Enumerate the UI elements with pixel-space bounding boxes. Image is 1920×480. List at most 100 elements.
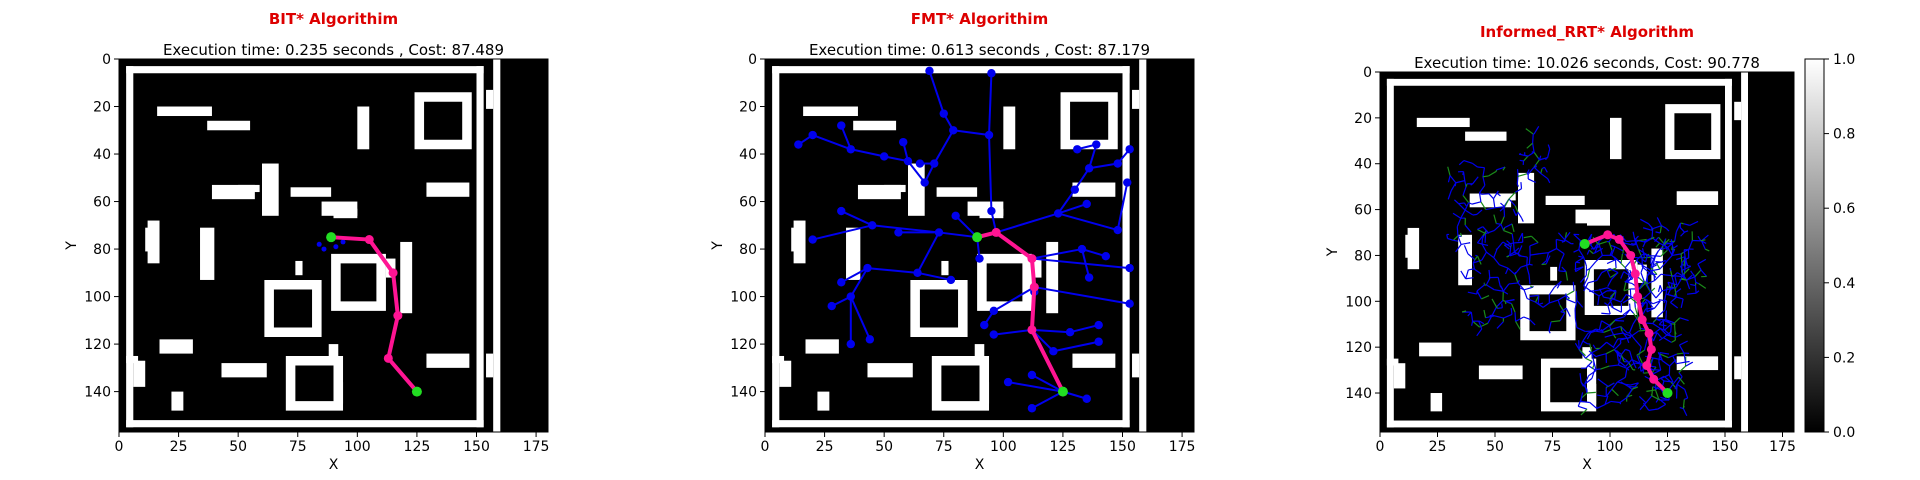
tree-edge bbox=[1485, 229, 1495, 235]
tree-edge bbox=[1620, 294, 1627, 303]
tree-edge bbox=[1670, 301, 1679, 309]
tree-edge bbox=[1579, 373, 1582, 383]
x-tick-label: 150 bbox=[1109, 439, 1136, 455]
tree-edge bbox=[1614, 349, 1619, 352]
tree-edge bbox=[1657, 309, 1666, 317]
tree-edge bbox=[1623, 281, 1627, 291]
tree-edge bbox=[1653, 250, 1659, 260]
obstacle bbox=[779, 360, 792, 387]
tree-edge bbox=[1508, 282, 1519, 285]
tree-edge bbox=[1586, 391, 1596, 394]
tree-edge bbox=[1672, 272, 1678, 278]
obstacle bbox=[1518, 172, 1535, 224]
tree-edge bbox=[1590, 290, 1600, 297]
path-node bbox=[1642, 361, 1652, 371]
tree-edge bbox=[1682, 265, 1692, 271]
tree-node bbox=[837, 278, 846, 287]
obstacle bbox=[803, 106, 858, 117]
x-tick-label: 150 bbox=[463, 439, 490, 455]
tree-edge bbox=[1598, 320, 1603, 330]
tree-edge bbox=[849, 267, 869, 298]
tree-edge bbox=[840, 125, 852, 150]
tree-edge bbox=[1537, 157, 1540, 161]
obstacle bbox=[171, 391, 184, 411]
tree-edge bbox=[1604, 395, 1609, 405]
tree-edge bbox=[1458, 203, 1466, 211]
tree-edge bbox=[1476, 235, 1484, 244]
tree-edge bbox=[1642, 242, 1646, 248]
tree-edge bbox=[1684, 258, 1689, 266]
tree-edge bbox=[1601, 268, 1611, 274]
tree-edge bbox=[1556, 280, 1562, 289]
tree-edge bbox=[1482, 175, 1489, 178]
chart-title: FMT* Algorithim bbox=[911, 10, 1048, 28]
tree-edge bbox=[1655, 290, 1663, 299]
path-node bbox=[1644, 328, 1654, 338]
tree-edge bbox=[1624, 260, 1632, 269]
tree-edge bbox=[1705, 248, 1710, 252]
chart-panel-3: Informed_RRT* Algorithm Execution time: 1… bbox=[1325, 23, 1796, 473]
obstacle bbox=[426, 182, 470, 197]
path-node bbox=[1633, 292, 1643, 302]
tree-edge bbox=[1590, 329, 1600, 334]
tree-edge bbox=[1673, 245, 1678, 249]
tree-edge bbox=[1491, 306, 1498, 316]
tree-edge bbox=[1660, 378, 1665, 382]
tree-edge bbox=[1605, 388, 1613, 397]
tree-edge bbox=[1622, 332, 1632, 337]
tree-edge bbox=[1513, 247, 1520, 253]
tree-edge bbox=[1657, 403, 1666, 410]
tree-edge bbox=[1691, 240, 1693, 243]
tree-edge bbox=[1630, 330, 1640, 337]
y-tick-label: 140 bbox=[730, 385, 757, 401]
tree-edge bbox=[1599, 341, 1608, 349]
tree-edge bbox=[1606, 259, 1616, 265]
tree-edge bbox=[1651, 395, 1661, 401]
tree-edge bbox=[1652, 386, 1662, 391]
obstacle bbox=[1478, 365, 1523, 380]
tree-edge bbox=[1665, 227, 1670, 232]
tree-edge bbox=[1596, 272, 1603, 281]
tree-edge bbox=[1618, 364, 1628, 369]
tree-edge bbox=[1565, 307, 1571, 317]
tree-edge bbox=[1642, 308, 1647, 315]
tree-edge bbox=[1470, 312, 1474, 322]
tree-edge bbox=[1496, 166, 1506, 171]
obstacle-ring bbox=[285, 355, 344, 411]
tree-edge bbox=[1034, 286, 1130, 305]
tree-edge bbox=[1512, 208, 1517, 216]
tree-edge bbox=[1654, 389, 1660, 399]
tree-edge bbox=[916, 231, 940, 274]
obstacle bbox=[1550, 266, 1558, 281]
tree-edge bbox=[1629, 350, 1633, 360]
tree-node bbox=[1073, 145, 1082, 154]
tree-edge bbox=[1579, 350, 1587, 359]
tree-node bbox=[808, 235, 817, 244]
axes-frame bbox=[764, 58, 1195, 433]
tree-edge bbox=[1659, 225, 1662, 234]
tree-edge bbox=[988, 73, 993, 136]
tree-edge bbox=[1620, 381, 1629, 388]
tree-edge bbox=[1463, 245, 1469, 255]
x-tick-label: 175 bbox=[523, 439, 550, 455]
tree-edge bbox=[1609, 250, 1613, 256]
tree-edge bbox=[1500, 215, 1506, 225]
tree-edge bbox=[1588, 249, 1594, 254]
tree-edge bbox=[1511, 233, 1515, 244]
tree-edge bbox=[1587, 268, 1591, 278]
tree-edge bbox=[1667, 240, 1676, 248]
tree-edge bbox=[1652, 225, 1662, 230]
obstacle bbox=[290, 187, 332, 197]
tree-edge bbox=[1502, 283, 1510, 292]
tree-edge bbox=[1641, 299, 1648, 308]
tree-edge bbox=[1499, 285, 1504, 290]
x-axis-label: X bbox=[975, 457, 985, 473]
start-marker bbox=[972, 232, 983, 243]
tree-edge bbox=[917, 271, 952, 281]
obstacle bbox=[936, 187, 978, 197]
tree-node bbox=[946, 275, 956, 285]
tree-edge bbox=[1581, 392, 1588, 399]
x-tick-label: 125 bbox=[1050, 439, 1077, 455]
obstacle bbox=[1139, 59, 1147, 432]
tree-edge bbox=[1565, 293, 1568, 300]
